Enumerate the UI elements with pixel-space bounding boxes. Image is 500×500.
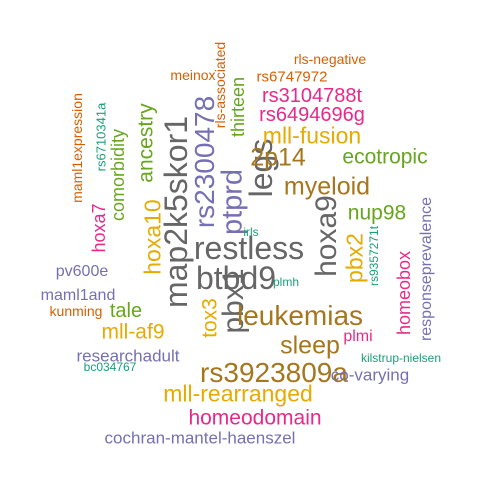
word: hoxa9 <box>310 195 343 277</box>
word: hoxa10 <box>139 199 166 275</box>
word: mll-af9 <box>101 320 165 344</box>
word: maml1expression <box>69 93 85 203</box>
word: hoxa7 <box>89 203 109 253</box>
word: meinox <box>170 67 216 83</box>
word: rs3923809a <box>200 357 348 388</box>
word: thirteen <box>228 76 248 138</box>
word: maml1and <box>40 287 116 304</box>
word: plmi <box>343 328 373 345</box>
word: kunming <box>49 303 103 319</box>
word: ancestry <box>134 103 158 183</box>
word: rs6747972 <box>256 68 328 86</box>
word: nup98 <box>347 201 407 225</box>
word: 2p14 <box>250 143 306 172</box>
word: rls-associated <box>212 41 228 129</box>
word: irls <box>243 225 259 239</box>
word: cochran-mantel-haenszel <box>104 428 296 448</box>
word: myeloid <box>283 172 371 201</box>
word: pv600e <box>55 263 109 280</box>
word: homeobox <box>394 250 414 336</box>
word: bc034767 <box>83 360 137 374</box>
word: ecotropic <box>342 145 428 169</box>
word: homeodomain <box>188 406 322 430</box>
word: comorbidity <box>108 128 128 222</box>
word: rs6710341a <box>93 102 109 172</box>
word: rs6494696g <box>259 104 365 126</box>
word: mll-rearranged <box>163 380 313 407</box>
word: kilstrup-nielsen <box>360 351 442 365</box>
word: plmh <box>272 275 300 289</box>
word: pbx2 <box>341 233 368 283</box>
word: mll-fusion <box>262 122 362 149</box>
word: btbd9 <box>195 260 277 296</box>
word: rs3104788t <box>261 85 363 107</box>
word: researchadult <box>76 346 180 366</box>
word: rs9357271t <box>367 225 381 287</box>
word: leukemias <box>236 300 364 331</box>
word: responseprevalence <box>418 196 435 342</box>
word: sleep <box>280 331 340 360</box>
word: rls-negative <box>293 51 367 67</box>
word: tox3 <box>198 298 222 338</box>
word: restless <box>193 230 305 266</box>
word: co-varying <box>330 365 410 385</box>
word: tale <box>109 300 143 322</box>
